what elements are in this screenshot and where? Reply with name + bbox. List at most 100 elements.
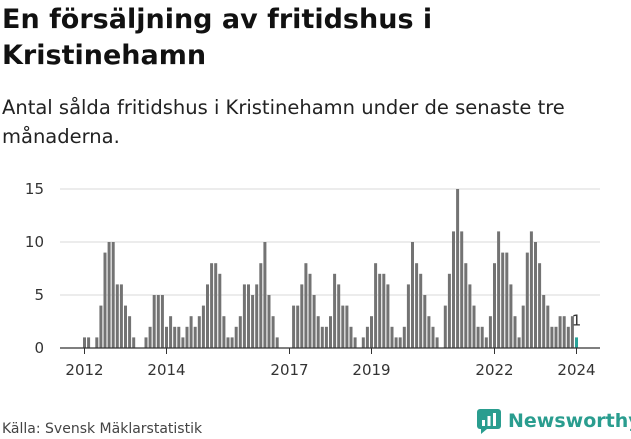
axes: 0 5 10 15 2012 2014 2017 2019 2022 2024 1: [25, 180, 600, 379]
source-note: Källa: Svensk Mäklarstatistik: [2, 421, 203, 437]
bar: [206, 284, 209, 348]
bar: [115, 284, 119, 348]
bar: [525, 252, 529, 348]
bar: [558, 316, 562, 348]
bar: [476, 326, 480, 348]
bar: [505, 252, 509, 348]
bar: [341, 305, 345, 348]
bar: [83, 337, 86, 348]
bar: [443, 305, 447, 348]
bar: [308, 273, 312, 348]
bar: [165, 326, 168, 348]
x-tick-label: 2022: [475, 361, 513, 379]
bar: [493, 263, 496, 348]
bar: [275, 337, 279, 348]
bar: [497, 231, 501, 348]
bar: [398, 337, 402, 348]
bar: [329, 316, 332, 348]
bar: [554, 326, 558, 348]
bar: [345, 305, 349, 348]
bar: [460, 231, 464, 348]
bar: [550, 326, 554, 348]
bar: [521, 305, 525, 348]
bar: [320, 326, 324, 348]
bar: [513, 316, 517, 348]
bar: [226, 337, 230, 348]
chart-title: En försäljning av fritidshus i Kristineh…: [2, 4, 433, 71]
bar: [378, 273, 382, 348]
bar: [374, 263, 378, 348]
bar: [304, 263, 308, 348]
bar: [177, 326, 181, 348]
bar: [402, 326, 406, 348]
bar: [394, 337, 398, 348]
bar: [316, 316, 320, 348]
bar: [251, 295, 255, 348]
bar: [312, 295, 316, 348]
bar: [185, 326, 189, 348]
newsworthy-logo-icon: [477, 409, 501, 434]
bar: [534, 242, 537, 348]
bar: [353, 337, 357, 348]
bar: [464, 263, 468, 348]
data-label: 1: [572, 311, 582, 329]
bar: [234, 326, 238, 348]
bar: [230, 337, 234, 348]
bar: [99, 305, 103, 348]
y-tick-label: 0: [34, 339, 44, 357]
bar: [472, 305, 476, 348]
bar: [411, 242, 414, 348]
bar: [267, 295, 271, 348]
bar: [271, 316, 275, 348]
bar: [128, 316, 132, 348]
bar: [222, 316, 226, 348]
bar: [300, 284, 304, 348]
bar: [349, 326, 353, 348]
bars: [83, 189, 578, 348]
bar: [333, 273, 337, 348]
bar: [87, 337, 91, 348]
bar: [390, 326, 394, 348]
bar: [435, 337, 439, 348]
x-tick-label: 2024: [557, 361, 595, 379]
bar: [415, 263, 419, 348]
x-tick-label: 2017: [270, 361, 308, 379]
bar: [566, 326, 570, 348]
bar: [337, 284, 341, 348]
bar: [365, 326, 369, 348]
bar: [423, 295, 427, 348]
bar: [148, 326, 152, 348]
bar: [361, 337, 365, 348]
brand-name: Newsworthy: [508, 410, 631, 432]
bar: [124, 305, 127, 348]
brand-logo[interactable]: Newsworthy: [476, 408, 631, 434]
bar: [238, 316, 242, 348]
bar: [370, 316, 373, 348]
bar: [480, 326, 484, 348]
bar: [575, 337, 578, 348]
bar: [427, 316, 431, 348]
bar: [382, 273, 386, 348]
bar: [468, 284, 472, 348]
bar: [218, 273, 222, 348]
bar: [488, 316, 492, 348]
bar: [132, 337, 136, 348]
bar: [542, 295, 546, 348]
bar: [169, 316, 173, 348]
y-tick-label: 10: [25, 233, 44, 251]
bar: [263, 242, 267, 348]
bar: [447, 273, 451, 348]
bar: [259, 263, 263, 348]
y-tick-label: 15: [25, 180, 44, 198]
bar: [529, 231, 533, 348]
bar: [247, 284, 250, 348]
bar: [144, 337, 148, 348]
bar: [255, 284, 259, 348]
bar: [406, 284, 410, 348]
bar: [538, 263, 542, 348]
bar: [197, 316, 201, 348]
bar: [570, 316, 574, 348]
bar: [156, 295, 160, 348]
bar: [173, 326, 177, 348]
chart-subtitle: Antal sålda fritidshus i Kristinehamn un…: [2, 96, 565, 148]
